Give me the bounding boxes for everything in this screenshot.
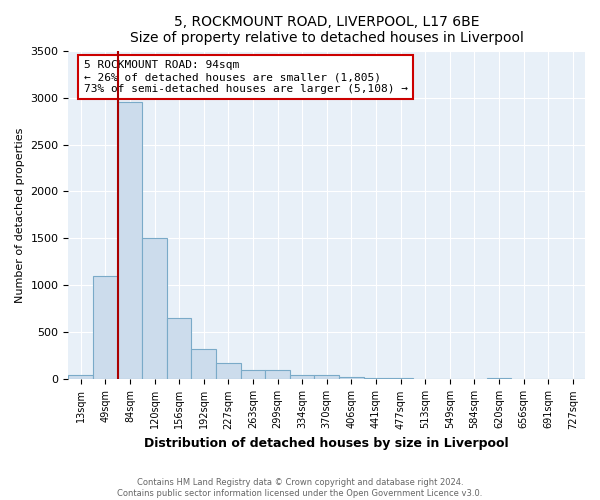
X-axis label: Distribution of detached houses by size in Liverpool: Distribution of detached houses by size … — [145, 437, 509, 450]
Bar — [364, 378, 388, 380]
Bar — [265, 370, 290, 380]
Bar — [339, 376, 364, 380]
Bar — [388, 378, 413, 380]
Text: 5 ROCKMOUNT ROAD: 94sqm
← 26% of detached houses are smaller (1,805)
73% of semi: 5 ROCKMOUNT ROAD: 94sqm ← 26% of detache… — [84, 60, 408, 94]
Bar — [191, 349, 216, 380]
Bar — [68, 374, 93, 380]
Bar — [118, 102, 142, 380]
Bar — [413, 378, 437, 380]
Bar — [142, 238, 167, 380]
Bar — [167, 318, 191, 380]
Title: 5, ROCKMOUNT ROAD, LIVERPOOL, L17 6BE
Size of property relative to detached hous: 5, ROCKMOUNT ROAD, LIVERPOOL, L17 6BE Si… — [130, 15, 524, 45]
Bar — [314, 374, 339, 380]
Bar — [241, 370, 265, 380]
Bar — [216, 363, 241, 380]
Y-axis label: Number of detached properties: Number of detached properties — [15, 128, 25, 302]
Text: Contains HM Land Registry data © Crown copyright and database right 2024.
Contai: Contains HM Land Registry data © Crown c… — [118, 478, 482, 498]
Bar — [93, 276, 118, 380]
Bar — [290, 374, 314, 380]
Bar — [487, 378, 511, 380]
